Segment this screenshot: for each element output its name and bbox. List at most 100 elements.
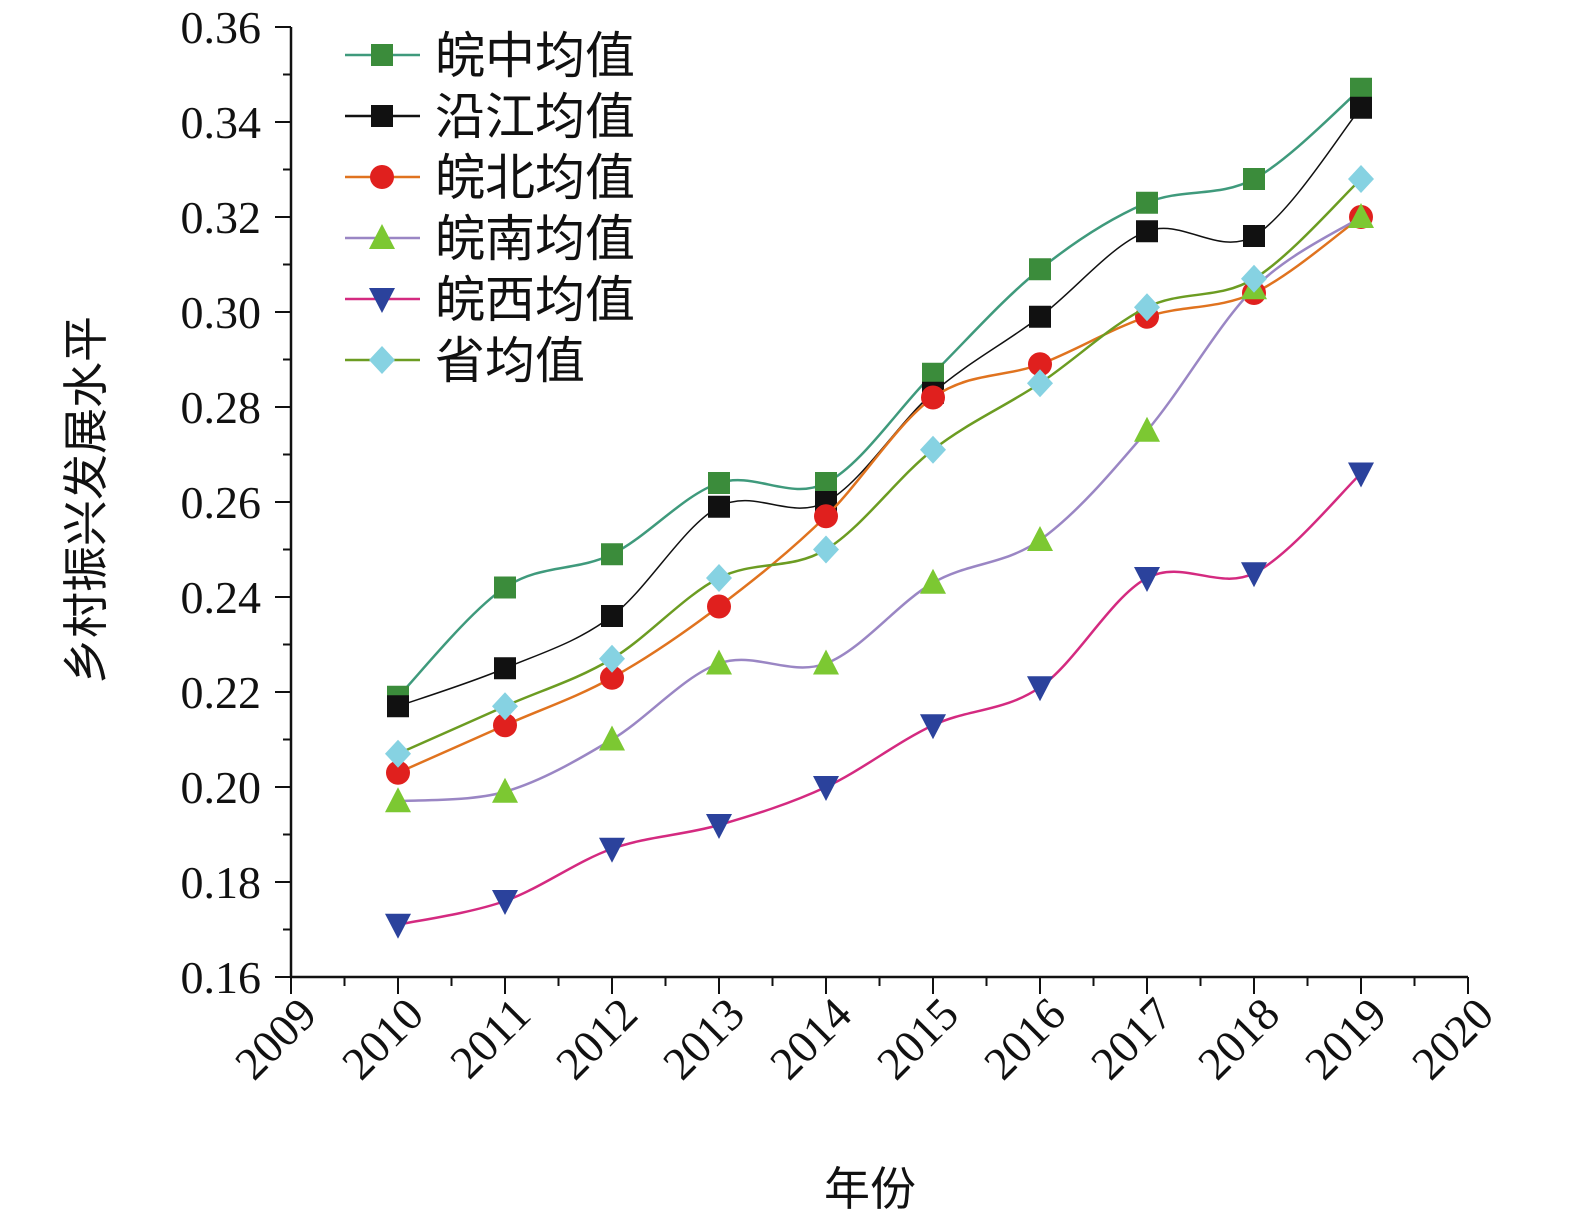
x-tick-labels: 2009 2010 2011 2012 2013 2014 2015 2016 2017 2018… — [225, 988, 1503, 1089]
x-tick-label: 2012 — [546, 988, 647, 1089]
data-point — [1350, 96, 1372, 119]
data-point — [813, 776, 839, 801]
data-point — [707, 594, 731, 619]
y-tick-label: 0.16 — [181, 952, 262, 1003]
legend-label: 皖北均值 — [435, 150, 635, 206]
legend-item: 沿江均值 — [345, 89, 635, 145]
data-point — [385, 787, 411, 813]
x-tick-label: 2019 — [1295, 988, 1396, 1089]
y-tick-label: 0.22 — [181, 667, 262, 718]
x-tick-label: 2010 — [332, 988, 433, 1089]
x-axis-title: 年份 — [824, 1164, 916, 1215]
data-point — [920, 714, 946, 740]
legend-label: 沿江均值 — [435, 89, 635, 145]
data-point — [492, 890, 518, 915]
series-line — [397, 215, 1362, 803]
data-point — [601, 543, 623, 566]
data-point — [494, 657, 516, 680]
data-point — [922, 362, 944, 385]
y-tick-label: 0.36 — [181, 2, 262, 53]
data-point — [385, 913, 411, 939]
legend-item: 皖西均值 — [345, 272, 635, 328]
data-point — [492, 777, 518, 803]
x-tick-label: 2016 — [974, 988, 1075, 1089]
series-line — [397, 472, 1362, 926]
data-point — [599, 725, 625, 751]
y-tick-label: 0.32 — [181, 192, 262, 243]
data-point — [494, 576, 516, 599]
data-point — [1136, 220, 1158, 243]
y-axis-title: 乡村振兴发展水平 — [61, 316, 112, 684]
data-point — [599, 837, 625, 863]
data-point — [1241, 264, 1267, 293]
data-point — [706, 814, 732, 839]
legend-item: 皖北均值 — [345, 150, 635, 206]
x-tick-label: 2013 — [653, 988, 754, 1089]
legend-marker — [369, 346, 395, 374]
legend-label: 皖中均值 — [435, 28, 635, 84]
x-tick-label: 2017 — [1081, 988, 1182, 1089]
x-tick-label: 2018 — [1188, 988, 1289, 1089]
legend-label: 皖西均值 — [435, 272, 635, 328]
y-tick-label: 0.34 — [181, 97, 262, 148]
data-point — [813, 535, 839, 564]
y-tick-label: 0.20 — [181, 762, 262, 813]
data-point — [920, 435, 946, 464]
legend-label: 皖南均值 — [435, 211, 635, 267]
series-5 — [385, 165, 1374, 768]
data-point — [1348, 165, 1374, 193]
legend-item: 皖中均值 — [345, 28, 635, 84]
y-tick-label: 0.28 — [181, 382, 262, 433]
legend-item: 皖南均值 — [345, 211, 635, 267]
data-point — [1027, 369, 1053, 398]
legend-marker — [370, 165, 394, 189]
data-point — [1134, 416, 1160, 442]
x-tick-label: 2009 — [225, 988, 326, 1089]
axes — [275, 26, 1469, 994]
y-tick-label: 0.24 — [181, 572, 262, 623]
data-point — [1134, 567, 1160, 592]
x-tick-label: 2011 — [440, 988, 540, 1088]
series-line — [397, 87, 1362, 698]
legend-marker — [371, 105, 393, 127]
data-point — [492, 692, 518, 721]
data-point — [493, 713, 517, 738]
data-point — [1348, 462, 1374, 488]
y-tick-label: 0.26 — [181, 477, 262, 528]
data-point — [1241, 562, 1267, 588]
data-point — [1029, 258, 1051, 281]
data-point — [1243, 225, 1265, 247]
data-point — [706, 564, 732, 592]
data-point — [1348, 203, 1374, 228]
data-point — [599, 644, 625, 673]
data-point — [1028, 352, 1052, 377]
data-point — [708, 495, 730, 518]
series-0 — [387, 77, 1372, 708]
data-point — [600, 665, 624, 690]
data-point — [706, 649, 732, 675]
legend-item: 省均值 — [345, 333, 585, 389]
legend-label: 省均值 — [435, 333, 585, 389]
legend-marker — [369, 288, 395, 313]
series-line — [397, 178, 1362, 755]
data-point — [1029, 305, 1051, 328]
data-point — [708, 472, 730, 494]
data-point — [814, 504, 838, 529]
data-point — [385, 739, 411, 768]
x-tick-label: 2014 — [760, 988, 861, 1089]
data-point — [813, 649, 839, 675]
data-point — [1134, 293, 1160, 322]
y-tick-labels: 0.16 0.18 0.20 0.22 0.24 0.26 0.28 0.30 0.32 0.34… — [181, 2, 262, 1003]
data-point — [1350, 77, 1372, 100]
series-4 — [385, 462, 1374, 939]
data-point — [920, 568, 946, 594]
data-point — [1243, 168, 1265, 190]
data-point — [1136, 191, 1158, 214]
y-tick-label: 0.18 — [181, 857, 262, 908]
data-point — [601, 605, 623, 627]
x-tick-label: 2020 — [1402, 988, 1503, 1089]
y-tick-label: 0.30 — [181, 287, 262, 338]
data-point — [921, 385, 945, 410]
